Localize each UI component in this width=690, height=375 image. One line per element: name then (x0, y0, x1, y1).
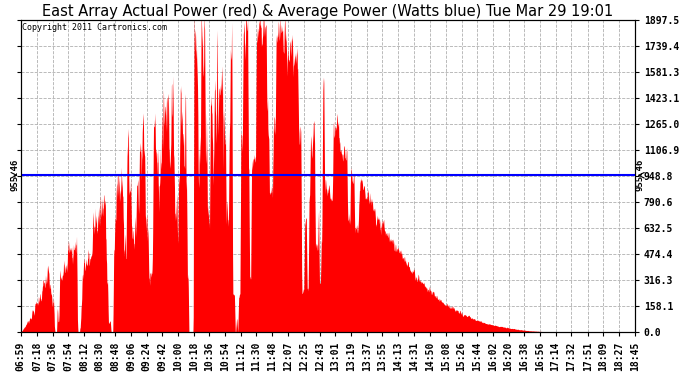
Text: Copyright 2011 Cartronics.com: Copyright 2011 Cartronics.com (22, 24, 167, 33)
Text: 955.46: 955.46 (11, 159, 20, 191)
Text: 955.46: 955.46 (635, 159, 644, 191)
Title: East Array Actual Power (red) & Average Power (Watts blue) Tue Mar 29 19:01: East Array Actual Power (red) & Average … (42, 4, 613, 19)
